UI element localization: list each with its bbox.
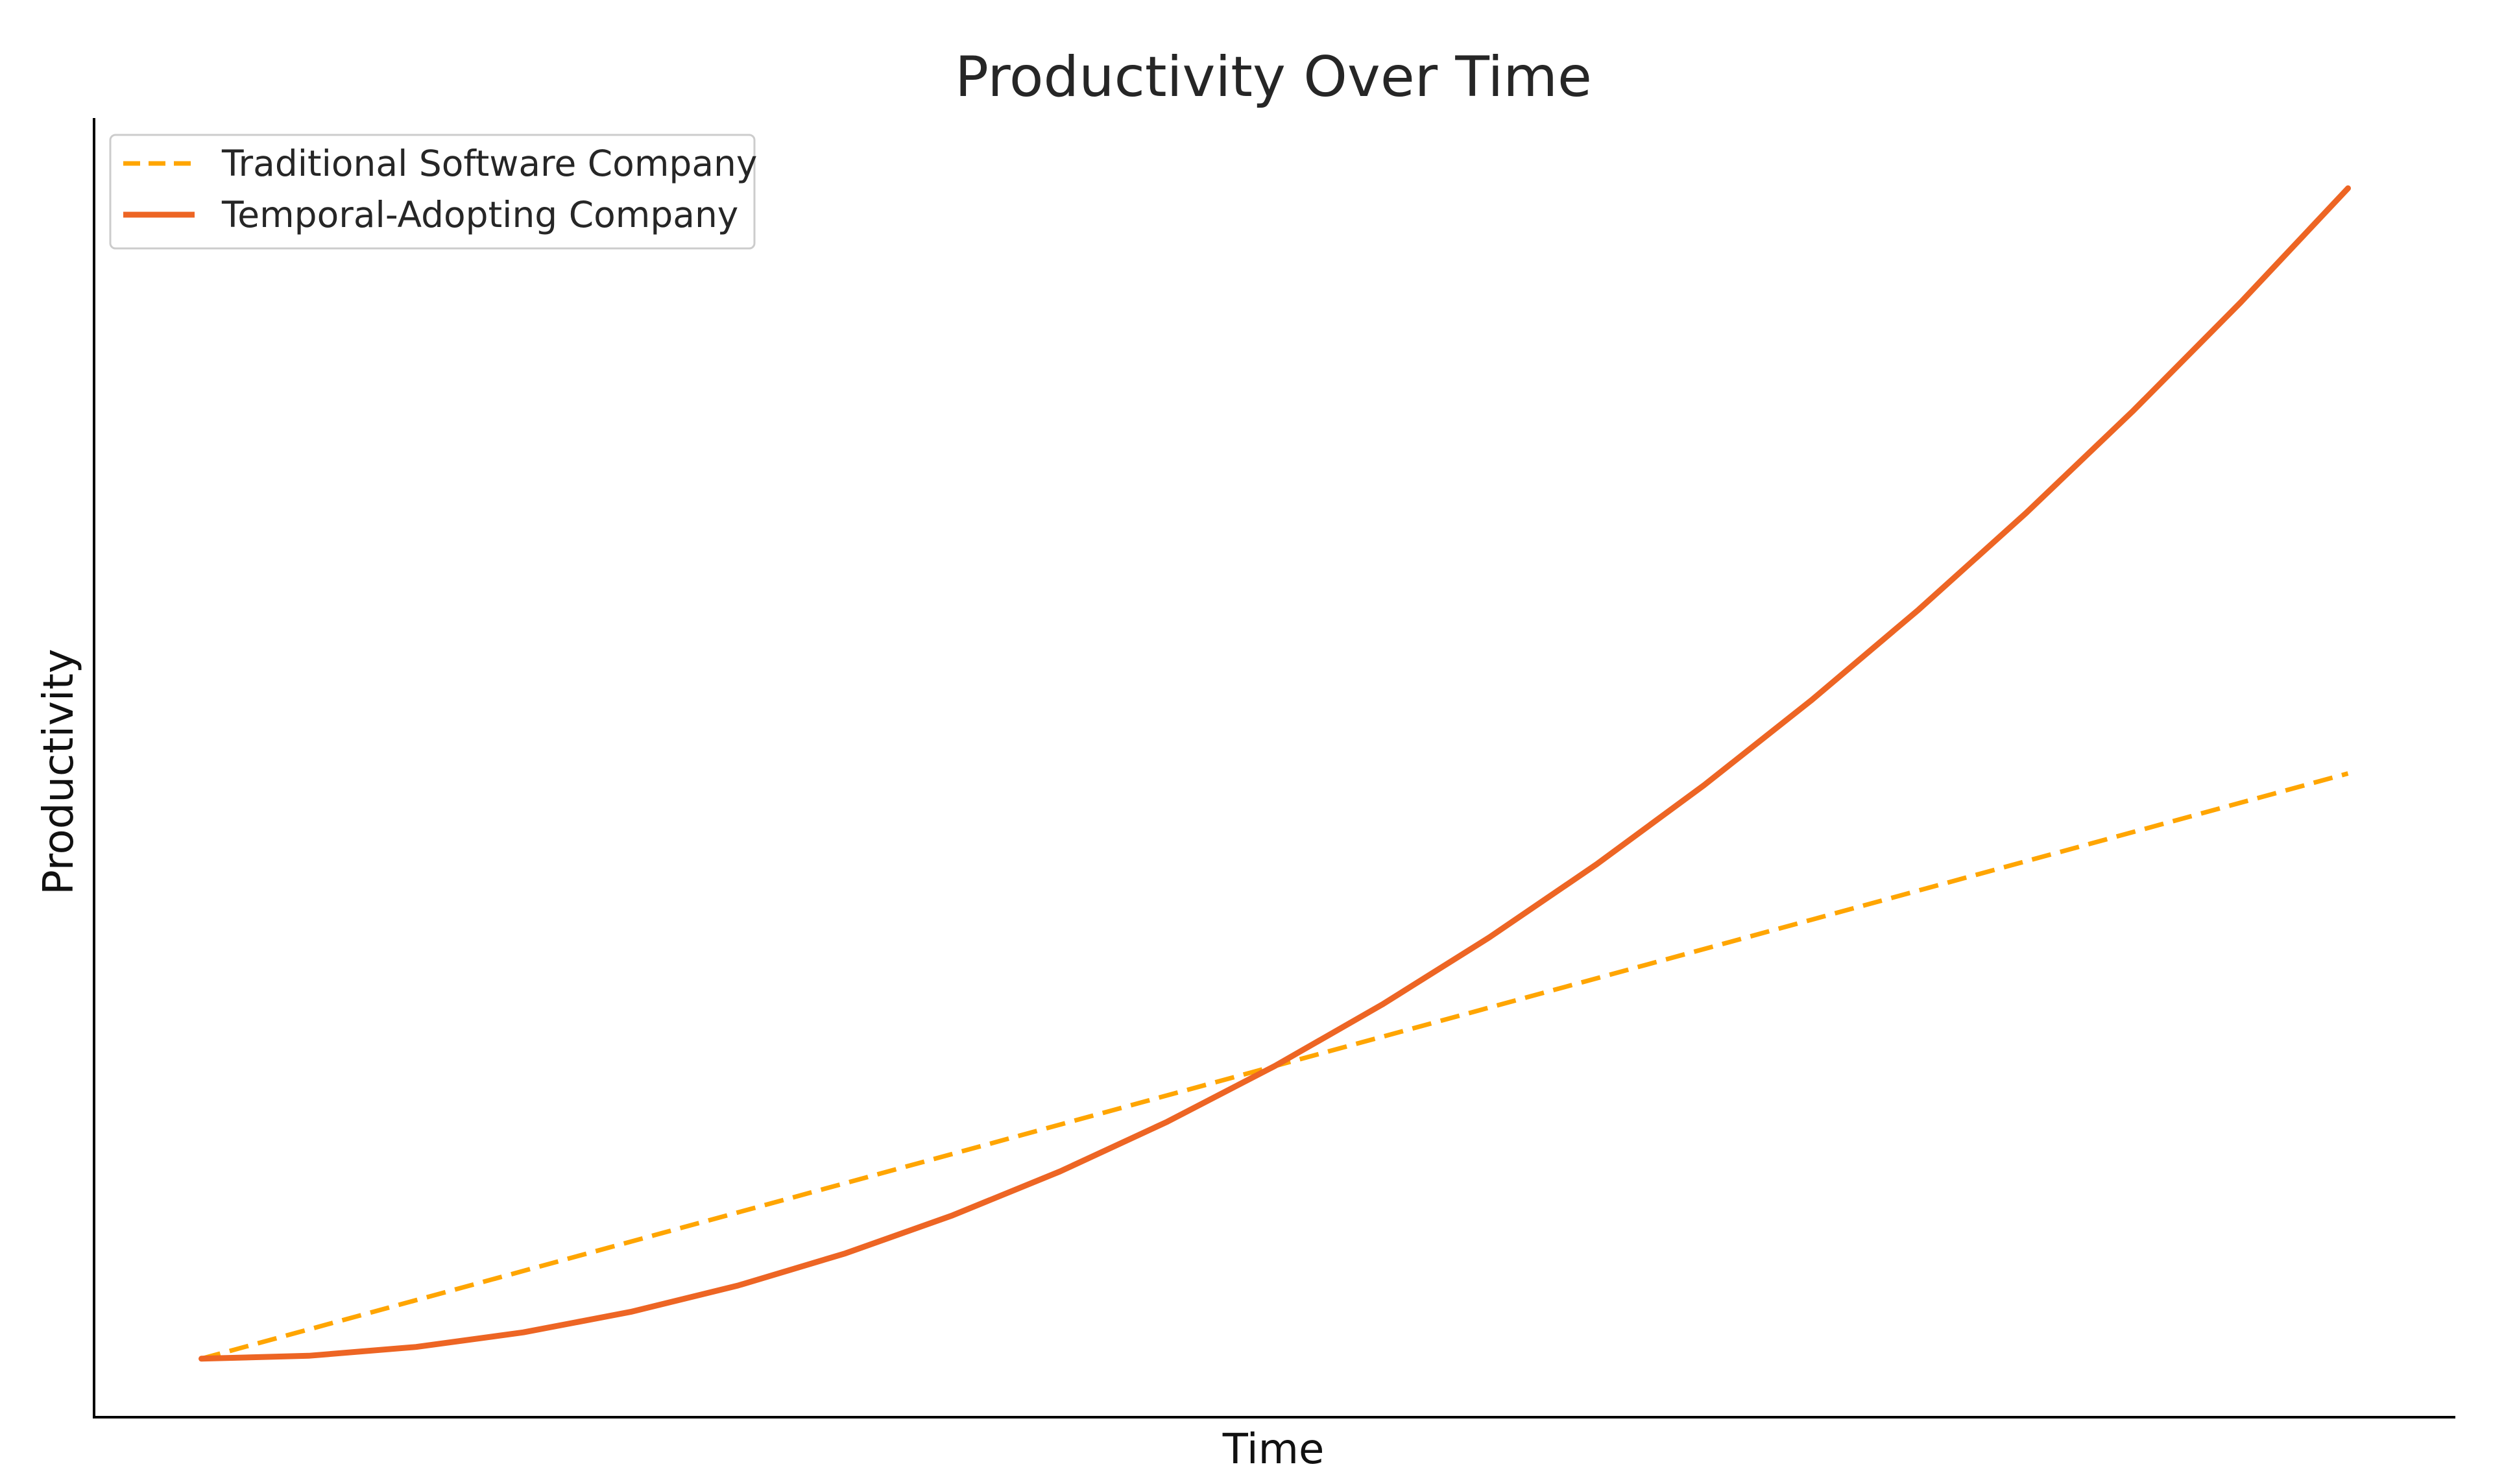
legend: Traditional Software Company Temporal-Ad… — [109, 134, 757, 250]
series-temporal-line — [199, 185, 2351, 1362]
y-axis-label: Productivity — [35, 649, 83, 894]
legend-label-temporal: Temporal-Adopting Company — [221, 194, 738, 235]
chart-title: Productivity Over Time — [955, 45, 1592, 110]
legend-frame — [109, 134, 756, 250]
series-group — [199, 185, 2351, 1362]
legend-label-traditional: Traditional Software Company — [221, 143, 757, 184]
x-axis-label: Time — [1222, 1426, 1325, 1474]
